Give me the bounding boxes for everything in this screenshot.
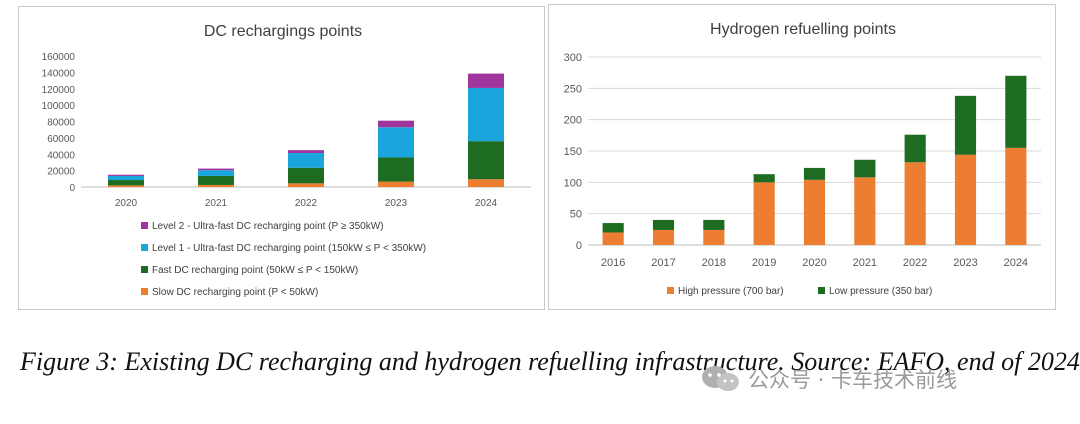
watermark: 公众号 · 卡车技术前线 xyxy=(700,364,957,394)
dc-bar-2024-series-2 xyxy=(468,87,504,142)
hydrogen-chart-panel: Hydrogen refuelling points 0 50 100 150 200 2… xyxy=(548,4,1056,310)
h2-bar-2019-series-0 xyxy=(753,182,775,245)
dc-bar-2021-series-0 xyxy=(198,184,234,187)
h2-bar-2021-series-0 xyxy=(854,177,876,245)
dc-ytick-label: 140000 xyxy=(42,68,76,79)
h2-ytick-label: 200 xyxy=(564,115,582,127)
wechat-logo-icon xyxy=(702,366,739,391)
h2-legend-swatch xyxy=(818,287,825,294)
dc-chart-panel: DC rechargings points 0 20000 40000 60000 80… xyxy=(18,6,545,310)
dc-ytick-label: 0 xyxy=(69,183,75,194)
h2-bar-2020-series-1 xyxy=(803,167,826,180)
dc-xtick-label: 2020 xyxy=(115,198,138,209)
h2-xtick-label: 2021 xyxy=(853,257,877,269)
dc-bar-2022-series-1 xyxy=(288,167,324,184)
dc-chart: DC rechargings points 0 20000 40000 60000 80… xyxy=(42,23,531,298)
h2-xtick-label: 2017 xyxy=(651,257,675,269)
h2-ytick-label: 250 xyxy=(564,83,582,95)
dc-legend-swatch xyxy=(141,288,148,295)
h2-bar-2023-series-0 xyxy=(954,154,977,245)
dc-ytick-label: 120000 xyxy=(42,85,76,96)
dc-ytick-label: 60000 xyxy=(47,134,75,145)
dc-bar-2022-series-3 xyxy=(288,150,324,154)
h2-bar-2020-series-0 xyxy=(803,179,826,245)
dc-bar-2024-series-1 xyxy=(468,141,504,180)
hydrogen-chart-title: Hydrogen refuelling points xyxy=(710,21,896,38)
dc-legend-swatch xyxy=(141,222,148,229)
dc-bar-2020-series-0 xyxy=(108,185,144,187)
h2-ytick-label: 300 xyxy=(564,52,582,64)
h2-bar-2017-series-1 xyxy=(652,219,675,230)
h2-ytick-label: 100 xyxy=(564,177,582,189)
watermark-text: 公众号 · 卡车技术前线 xyxy=(748,368,958,392)
dc-chart-title: DC rechargings points xyxy=(204,23,362,40)
dc-xtick-label: 2024 xyxy=(475,198,498,209)
dc-bar-2021-series-3 xyxy=(198,168,234,171)
dc-bar-2022-series-2 xyxy=(288,153,324,168)
h2-ytick-label: 150 xyxy=(564,146,582,158)
dc-bar-2022-series-0 xyxy=(288,183,324,187)
figure-caption: Figure 3: Existing DC recharging and hyd… xyxy=(20,347,1080,376)
h2-legend-label: High pressure (700 bar) xyxy=(678,286,784,297)
dc-xtick-label: 2022 xyxy=(295,198,318,209)
dc-legend-label: Fast DC recharging point (50kW ≤ P < 150… xyxy=(152,265,358,276)
dc-legend-swatch xyxy=(141,244,148,251)
dc-bar-2023-series-2 xyxy=(378,127,414,158)
dc-ytick-label: 80000 xyxy=(47,118,75,129)
dc-ytick-label: 100000 xyxy=(42,101,76,112)
dc-legend-label: Slow DC recharging point (P < 50kW) xyxy=(152,287,318,298)
h2-xtick-label: 2022 xyxy=(903,257,927,269)
h2-bar-2017-series-0 xyxy=(652,229,675,245)
dc-bar-2021-series-1 xyxy=(198,175,234,185)
hydrogen-chart: Hydrogen refuelling points 0 50 100 150 200 2… xyxy=(564,21,1041,297)
h2-bar-2022-series-0 xyxy=(904,162,926,245)
dc-bar-2024-series-0 xyxy=(468,179,504,187)
h2-bar-2023-series-1 xyxy=(954,95,977,155)
dc-bar-2021-series-2 xyxy=(198,170,234,176)
h2-bar-2021-series-1 xyxy=(854,159,876,178)
h2-legend-label: Low pressure (350 bar) xyxy=(829,286,932,297)
h2-ytick-label: 0 xyxy=(576,240,582,252)
dc-legend-swatch xyxy=(141,266,148,273)
h2-bar-2016-series-0 xyxy=(602,232,624,245)
h2-bar-2018-series-0 xyxy=(703,229,725,245)
h2-bar-2016-series-1 xyxy=(602,223,624,233)
h2-xtick-label: 2023 xyxy=(953,257,977,269)
dc-legend-label: Level 2 - Ultra-fast DC recharging point… xyxy=(152,221,384,232)
h2-bar-2024-series-1 xyxy=(1005,75,1027,148)
h2-xtick-label: 2020 xyxy=(802,257,826,269)
h2-xtick-label: 2024 xyxy=(1004,257,1028,269)
dc-bar-2023-series-0 xyxy=(378,181,414,187)
h2-bar-2022-series-1 xyxy=(904,134,926,163)
h2-xtick-label: 2018 xyxy=(702,257,726,269)
dc-bar-2024-series-3 xyxy=(468,73,504,88)
h2-bar-2018-series-1 xyxy=(703,219,725,230)
dc-ytick-label: 40000 xyxy=(47,150,75,161)
h2-xtick-label: 2019 xyxy=(752,257,776,269)
dc-legend-label: Level 1 - Ultra-fast DC recharging point… xyxy=(152,243,426,254)
dc-xtick-label: 2023 xyxy=(385,198,408,209)
dc-ytick-label: 20000 xyxy=(47,167,75,178)
dc-ytick-label: 160000 xyxy=(42,52,76,63)
dc-bar-2023-series-3 xyxy=(378,120,414,128)
h2-xtick-label: 2016 xyxy=(601,257,625,269)
dc-bar-2020-series-2 xyxy=(108,175,144,181)
dc-bar-2023-series-1 xyxy=(378,157,414,182)
h2-bar-2024-series-0 xyxy=(1005,147,1027,245)
dc-bar-2020-series-1 xyxy=(108,180,144,186)
dc-xtick-label: 2021 xyxy=(205,198,228,209)
h2-bar-2019-series-1 xyxy=(753,174,775,183)
h2-legend-swatch xyxy=(667,287,674,294)
h2-ytick-label: 50 xyxy=(570,209,582,221)
dc-bar-2020-series-3 xyxy=(108,174,144,176)
